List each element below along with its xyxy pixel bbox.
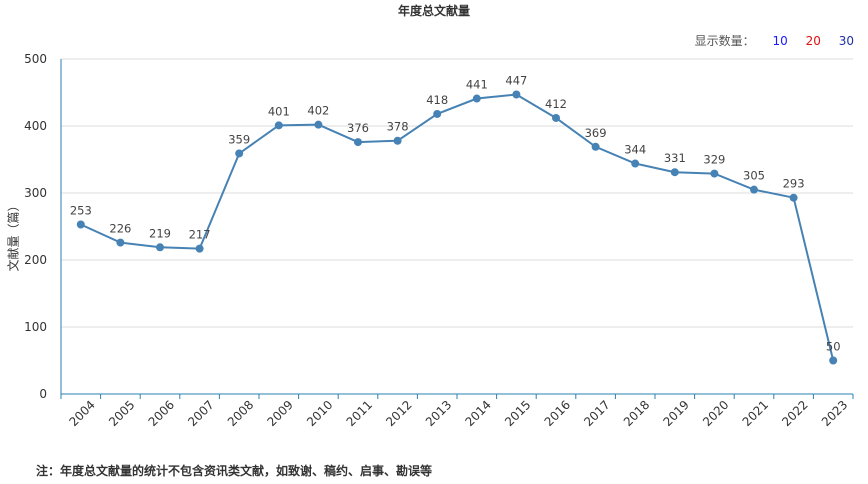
data-point [116,238,125,247]
data-point [710,169,719,178]
data-point [631,159,640,168]
line-chart: 0 100 200 300 400 500 2004 2005 2006 2007 2008 2009… [24,52,854,429]
data-label: 402 [307,104,329,118]
data-label: 378 [387,120,409,134]
x-tick-label: 2006 [146,398,177,429]
data-label: 331 [664,151,686,165]
display-count-label: 显示数量： [694,34,755,48]
data-label: 401 [268,104,290,118]
y-tick-label: 200 [24,253,47,267]
data-point [789,193,798,202]
x-tick-label: 2018 [621,398,652,429]
data-label: 293 [783,177,805,191]
display-count-option-20[interactable]: 20 [805,34,821,48]
data-label: 50 [826,340,841,354]
x-tick-label: 2022 [779,398,810,429]
y-tick-label: 100 [24,320,47,334]
data-label: 376 [347,121,369,135]
x-tick-label: 2004 [66,398,97,429]
data-point [670,168,679,177]
data-point [195,244,204,253]
data-label: 441 [466,78,488,92]
x-tick-label: 2016 [542,398,573,429]
data-label: 305 [743,169,765,183]
y-tick-label: 0 [39,387,47,401]
data-label: 447 [505,74,527,88]
x-tick-label: 2014 [462,398,493,429]
display-count-option-30[interactable]: 30 [838,34,854,48]
x-tick-label: 2021 [740,398,771,429]
data-point [156,243,164,252]
data-label: 217 [189,228,211,242]
series-line [80,93,835,361]
data-label: 329 [703,153,725,167]
data-point [393,136,402,145]
data-point [750,185,758,194]
data-point [433,109,442,118]
x-tick-label: 2019 [660,398,691,429]
data-label: 253 [70,203,92,217]
data-label: 359 [228,132,250,146]
footnote: 注：年度总文献量的统计不包含资讯类文献，如致谢、稿约、启事、勘误等 [36,464,433,478]
data-label: 418 [426,93,448,107]
data-label: 369 [585,126,607,140]
x-tick-label: 2008 [225,398,256,429]
x-tick-label: 2020 [700,398,731,429]
data-point [314,120,323,129]
data-label: 412 [545,97,567,111]
data-point [472,94,481,103]
data-point [76,220,85,229]
data-point [552,113,560,122]
x-tick-label: 2005 [106,398,137,429]
data-label: 219 [149,226,171,240]
x-tick-label: 2017 [581,398,612,429]
x-tick-label: 2011 [344,398,375,429]
y-tick-label: 500 [24,52,47,66]
display-count-option-10[interactable]: 10 [772,34,788,48]
display-count-selector: 显示数量： 10 20 30 [695,32,854,49]
data-point [235,149,244,158]
chart-title: 年度总文献量 [397,4,470,18]
y-tick-label: 400 [24,119,47,133]
x-tick-label: 2013 [423,398,454,429]
x-tick-label: 2007 [185,398,216,429]
data-point [829,356,838,365]
data-label: 226 [109,222,131,236]
data-point [274,121,283,130]
x-tick-label: 2015 [502,398,533,429]
x-tick-label: 2012 [383,398,414,429]
x-tick-label: 2010 [304,398,335,429]
y-tick-label: 300 [24,186,47,200]
data-point [512,90,521,99]
x-tick-label: 2023 [819,398,850,429]
data-point [591,142,600,151]
data-point [354,138,362,147]
data-label: 344 [624,143,646,157]
x-tick-label: 2009 [264,398,295,429]
